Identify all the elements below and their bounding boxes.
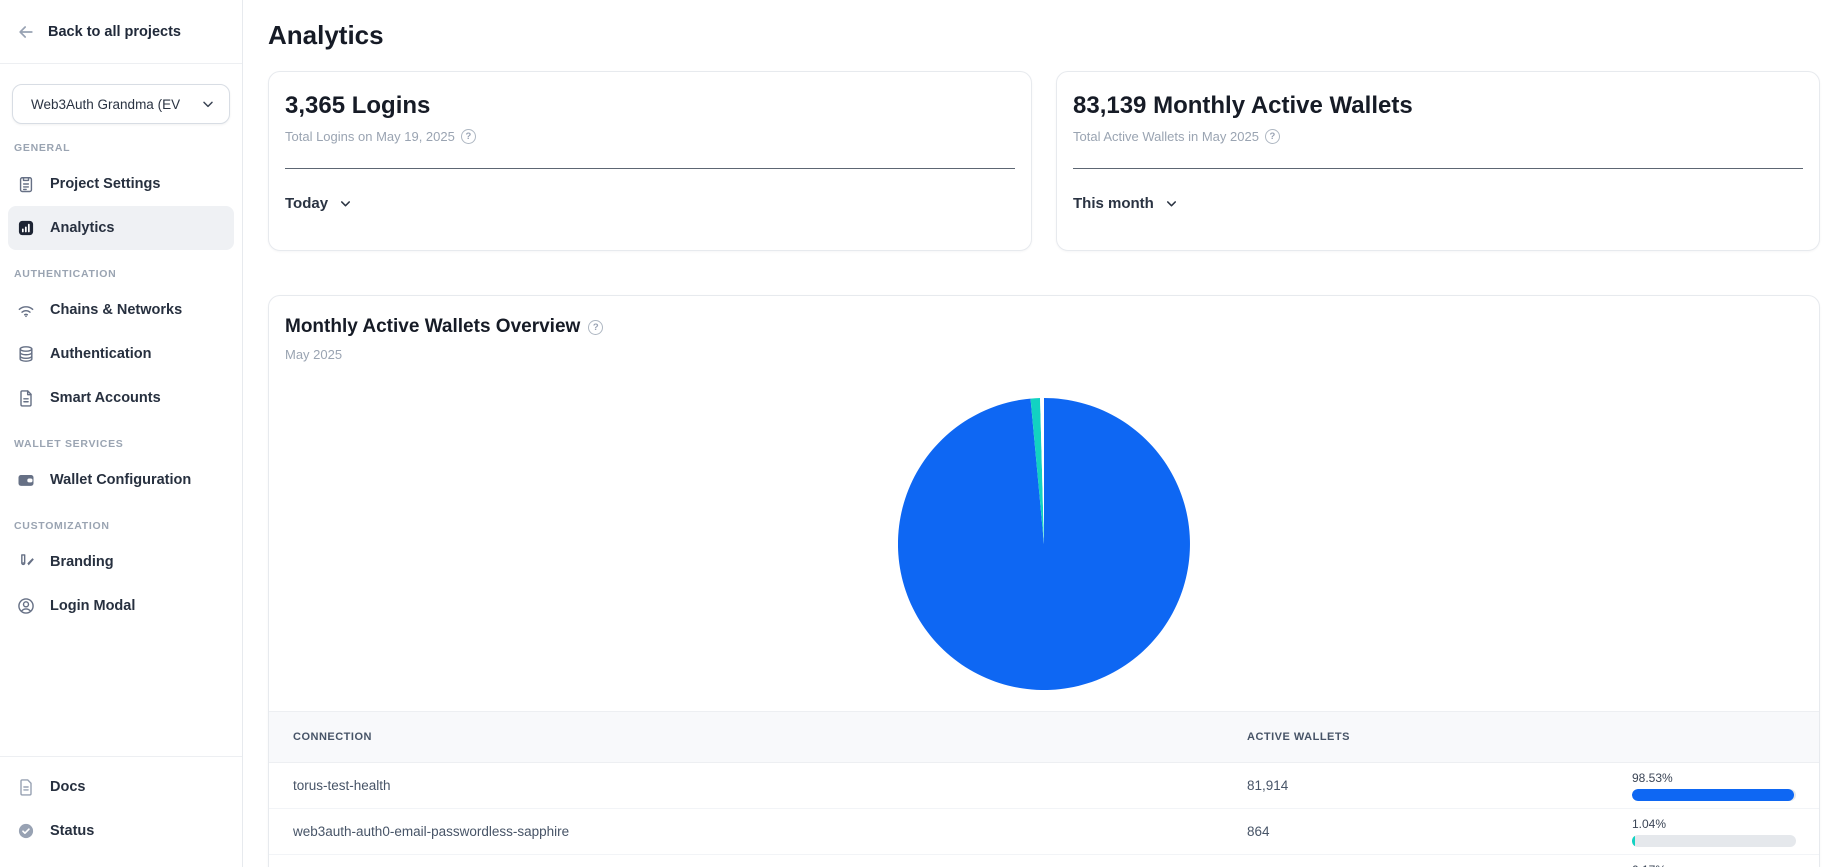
connections-table: CONNECTION ACTIVE WALLETS torus-test-hea… xyxy=(269,711,1819,867)
back-to-projects-link[interactable]: Back to all projects xyxy=(0,0,242,64)
percent-bar-track xyxy=(1632,834,1796,847)
help-icon[interactable]: ? xyxy=(1264,129,1280,144)
column-header-connection: CONNECTION xyxy=(293,731,372,743)
sidebar-item-label: Docs xyxy=(50,779,86,795)
stat-baseline xyxy=(285,168,1015,169)
sidebar-item-label: Status xyxy=(50,823,95,839)
check-circle-icon xyxy=(18,823,34,839)
maw-stat-subtitle: Total Active Wallets in May 2025 xyxy=(1073,129,1259,144)
wallet-icon xyxy=(18,475,34,486)
document-icon xyxy=(20,390,32,407)
section-label-wallet-services: WALLET SERVICES xyxy=(14,438,124,450)
sidebar-item-label: Wallet Configuration xyxy=(50,472,192,488)
sidebar: Back to all projects Web3Auth Grandma (E… xyxy=(0,0,243,867)
logins-stat-subtitle-row: Total Logins on May 19, 2025 ? xyxy=(285,129,1015,144)
connection-name: torus-test-health xyxy=(293,778,391,793)
active-wallets-value: 864 xyxy=(1247,824,1270,839)
logins-range-label: Today xyxy=(285,195,329,212)
pie-chart-area xyxy=(269,398,1819,690)
back-label: Back to all projects xyxy=(48,23,181,40)
percent-bar-track xyxy=(1632,788,1796,801)
pie-slice[interactable] xyxy=(1030,398,1044,544)
paintbrush-icon xyxy=(21,554,34,566)
table-row: web3auth-google-sapphire 145 0.17% xyxy=(269,855,1819,867)
overview-header: Monthly Active Wallets Overview ? May 20… xyxy=(269,316,1819,362)
overview-title-row: Monthly Active Wallets Overview ? xyxy=(285,316,1803,338)
page-title: Analytics xyxy=(268,20,384,50)
pie-slice[interactable] xyxy=(898,398,1190,690)
maw-range-label: This month xyxy=(1073,195,1154,212)
percent-cell: 98.53% xyxy=(1632,771,1819,801)
sidebar-item-label: Project Settings xyxy=(50,176,161,192)
sidebar-item-branding[interactable]: Branding xyxy=(8,540,234,584)
percent-cell: 1.04% xyxy=(1632,817,1819,847)
percent-bar-fill xyxy=(1632,788,1794,801)
sidebar-item-label: Login Modal xyxy=(50,598,136,614)
project-selector[interactable]: Web3Auth Grandma (EV xyxy=(12,84,230,124)
stat-cards-row: 3,365 Logins Total Logins on May 19, 202… xyxy=(268,71,1820,251)
sidebar-item-authentication[interactable]: Authentication xyxy=(8,332,234,376)
table-row: torus-test-health 81,914 98.53% xyxy=(269,763,1819,809)
sidebar-item-label: Chains & Networks xyxy=(50,302,183,318)
section-label-customization: CUSTOMIZATION xyxy=(14,520,110,532)
maw-stat-subtitle-row: Total Active Wallets in May 2025 ? xyxy=(1073,129,1803,144)
logins-stat-value: 3,365 Logins xyxy=(285,92,431,119)
help-icon[interactable]: ? xyxy=(460,129,476,144)
help-icon[interactable]: ? xyxy=(588,319,604,335)
sidebar-footer: Docs Status xyxy=(0,756,242,867)
sidebar-item-chains-networks[interactable]: Chains & Networks xyxy=(8,288,234,332)
monthly-active-wallets-stat-card: 83,139 Monthly Active Wallets Total Acti… xyxy=(1056,71,1820,251)
chevron-down-icon xyxy=(341,201,351,207)
sidebar-item-label: Analytics xyxy=(50,220,115,236)
sidebar-item-login-modal[interactable]: Login Modal xyxy=(8,584,234,628)
chevron-down-icon xyxy=(1166,201,1176,207)
clipboard-icon xyxy=(19,177,33,193)
table-row: web3auth-auth0-email-passwordless-sapphi… xyxy=(269,809,1819,855)
maw-stat-value: 83,139 Monthly Active Wallets xyxy=(1073,92,1413,119)
logins-range-dropdown[interactable]: Today xyxy=(285,195,353,212)
connections-table-body: torus-test-health 81,914 98.53% web3auth… xyxy=(269,763,1819,867)
stat-baseline xyxy=(1073,168,1803,169)
chevron-down-icon xyxy=(203,101,213,108)
overview-subtitle: May 2025 xyxy=(285,347,343,362)
sidebar-item-label: Smart Accounts xyxy=(50,390,161,406)
sidebar-item-label: Authentication xyxy=(50,346,152,362)
column-header-active-wallets: ACTIVE WALLETS xyxy=(1247,731,1350,743)
sidebar-item-project-settings[interactable]: Project Settings xyxy=(8,162,234,206)
percent-label: 98.53% xyxy=(1632,770,1673,785)
percent-bar-fill xyxy=(1632,834,1635,847)
maw-range-dropdown[interactable]: This month xyxy=(1073,195,1179,212)
percent-cell: 0.17% xyxy=(1632,863,1819,867)
logins-stat-card: 3,365 Logins Total Logins on May 19, 202… xyxy=(268,71,1032,251)
section-label-authentication: AUTHENTICATION xyxy=(14,268,117,280)
document-icon xyxy=(20,779,32,796)
database-icon xyxy=(19,346,33,362)
arrow-left-icon xyxy=(19,25,33,38)
pie-slice[interactable] xyxy=(1040,398,1044,544)
bar-chart-icon xyxy=(18,220,34,236)
sidebar-item-wallet-configuration[interactable]: Wallet Configuration xyxy=(8,458,234,502)
section-label-general: GENERAL xyxy=(14,142,71,154)
main-content: Analytics 3,365 Logins Total Logins on M… xyxy=(243,0,1840,867)
connections-table-header: CONNECTION ACTIVE WALLETS xyxy=(269,711,1819,763)
monthly-active-wallets-overview-card: Monthly Active Wallets Overview ? May 20… xyxy=(268,295,1820,867)
percent-label: 1.04% xyxy=(1632,816,1667,831)
logins-stat-subtitle: Total Logins on May 19, 2025 xyxy=(285,129,455,144)
user-circle-icon xyxy=(18,598,34,614)
sidebar-item-docs[interactable]: Docs xyxy=(8,765,234,809)
overview-title: Monthly Active Wallets Overview xyxy=(285,316,581,337)
sidebar-item-label: Branding xyxy=(50,554,114,570)
percent-label: 0.17% xyxy=(1632,863,1796,867)
pie-chart xyxy=(898,398,1190,690)
wifi-icon xyxy=(18,306,34,318)
sidebar-item-status[interactable]: Status xyxy=(8,809,234,853)
sidebar-item-smart-accounts[interactable]: Smart Accounts xyxy=(8,376,234,420)
active-wallets-value: 81,914 xyxy=(1247,778,1289,793)
project-selector-value: Web3Auth Grandma (EV xyxy=(31,96,181,112)
connection-name: web3auth-auth0-email-passwordless-sapphi… xyxy=(293,824,570,839)
sidebar-item-analytics[interactable]: Analytics xyxy=(8,206,234,250)
